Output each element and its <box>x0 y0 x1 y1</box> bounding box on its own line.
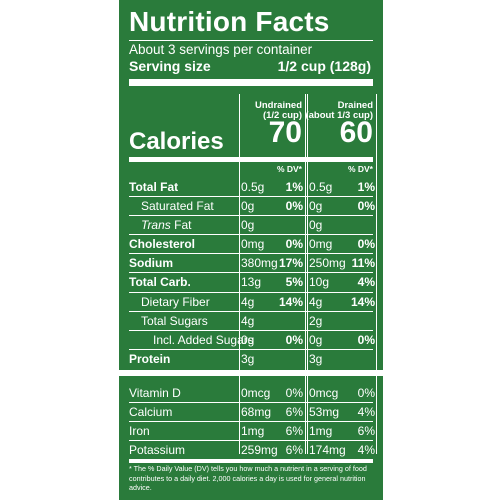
nutrient-row: Total Fat 0.5g 1% 0.5g 1% <box>129 180 375 194</box>
row-divider <box>129 349 373 350</box>
nutrient-row: Trans Fat 0g 0g <box>141 218 323 232</box>
thick-divider <box>129 459 373 463</box>
nutrient-row: Total Sugars 4g 2g <box>141 314 323 328</box>
dv-heading: % DV* <box>276 164 302 174</box>
nutrient-row: Incl. Added Sugars 0g 0% 0g 0% <box>153 333 375 347</box>
row-divider <box>129 421 373 422</box>
calories-value: 70 <box>268 116 302 149</box>
serving-size-label: Serving size <box>129 58 211 74</box>
row-divider <box>129 215 373 216</box>
nutrient-row: Iron 1mg 6% 1mg 6% <box>129 424 375 438</box>
nutrient-row: Protein 3g 3g <box>129 352 323 366</box>
label-title: Nutrition Facts <box>129 6 330 37</box>
thick-divider <box>129 157 373 162</box>
calories-label: Calories <box>129 128 224 155</box>
nutrient-row: Calcium 68mg 6% 53mg 4% <box>129 405 375 419</box>
column-heading: Drained (about 1/3 cup) <box>305 100 373 121</box>
nutrient-row: Sodium 380mg 17% 250mg 11% <box>129 256 375 270</box>
divider <box>129 40 373 41</box>
nutrient-row: Saturated Fat 0g 0% 0g 0% <box>141 199 375 213</box>
row-divider <box>129 272 373 273</box>
nutrient-row: Total Carb. 13g 5% 10g 4% <box>129 275 375 289</box>
nutrition-facts-label: Nutrition Facts About 3 servings per con… <box>115 0 387 500</box>
calories-value: 60 <box>339 116 373 149</box>
nutrient-row: Potassium 259mg 6% 174mg 4% <box>129 443 375 457</box>
row-divider <box>129 311 373 312</box>
dv-heading: % DV* <box>347 164 373 174</box>
row-divider <box>129 253 373 254</box>
row-divider <box>129 402 373 403</box>
thick-divider <box>129 79 373 86</box>
nutrient-row: Vitamin D 0mcg 0% 0mcg 0% <box>129 386 375 400</box>
row-divider <box>129 292 373 293</box>
row-divider <box>129 440 373 441</box>
row-divider <box>129 234 373 235</box>
serving-size-amount: 1/2 cup (128g) <box>277 58 371 74</box>
column-drained: Drained (about 1/3 cup) 60 % DV* <box>305 94 377 454</box>
footnote: * The % Daily Value (DV) tells you how m… <box>129 464 367 492</box>
column-undrained: Undrained (1/2 cup) 70 % DV* <box>239 94 306 454</box>
row-divider <box>129 196 373 197</box>
column-heading: Undrained (1/2 cup) <box>255 100 302 121</box>
nutrient-row: Dietary Fiber 4g 14% 4g 14% <box>141 295 375 309</box>
nutrient-row: Cholesterol 0mg 0% 0mg 0% <box>129 237 375 251</box>
thick-divider <box>119 370 383 376</box>
row-divider <box>129 330 373 331</box>
servings-per-container: About 3 servings per container <box>129 42 313 57</box>
